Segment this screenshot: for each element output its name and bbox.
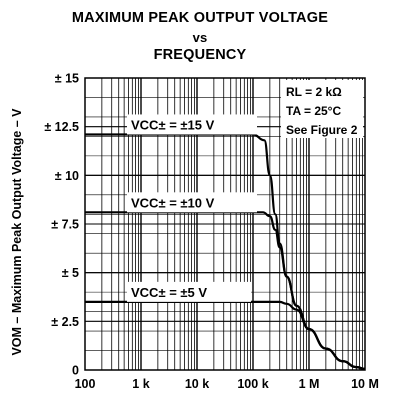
x-tick-label: 10 k: [185, 377, 209, 391]
y-tick-label: ± 12.5: [44, 120, 79, 134]
chart-title-line-1: MAXIMUM PEAK OUTPUT VOLTAGE: [71, 10, 329, 26]
x-tick-label: 100 k: [237, 377, 268, 391]
x-tick-label: 10 M: [351, 377, 379, 391]
series-curves: [84, 133, 366, 371]
x-tick-label: 1 k: [132, 377, 149, 391]
plot-frame: [84, 77, 366, 371]
y-tick-label: ± 2.5: [51, 315, 79, 329]
series-line-3: [84, 300, 366, 371]
chart-title-line-3: FREQUENCY: [153, 47, 247, 63]
condition-text: TA = 25°C: [286, 104, 341, 118]
y-tick-label: ± 7.5: [51, 218, 79, 232]
tick-labels: 100 1 k 10 k 100 k 1 M 10 M 0 ± 2.5 ± 5 ± 7.5 ± 10…: [44, 72, 379, 392]
y-tick-label: ± 10: [55, 169, 79, 183]
conditions-box: RL = 2 kΩ TA = 25°C See Figure 2: [281, 80, 363, 138]
series-label-3: VCC± = ±5 V: [131, 285, 207, 300]
series-label-background: [127, 114, 257, 135]
x-tick-label: 1 M: [299, 377, 320, 391]
x-tick-label: 100: [75, 377, 96, 391]
series-labels: VCC± = ±15 V VCC± = ±10 V VCC± = ±5 V: [127, 114, 257, 302]
chart-title-line-2: vs: [192, 30, 208, 45]
conditions-background: [281, 80, 363, 138]
series-label-1: VCC± = ±15 V: [131, 117, 215, 132]
y-tick-label: ± 5: [62, 266, 79, 280]
y-tick-label: 0: [72, 364, 79, 378]
series-label-2: VCC± = ±10 V: [131, 195, 215, 210]
condition-text: See Figure 2: [286, 123, 358, 137]
series-label-background: [127, 192, 257, 213]
y-tick-label: ± 15: [55, 72, 79, 86]
condition-text: RL = 2 kΩ: [286, 85, 342, 99]
series-label-background: [127, 281, 251, 302]
series-line-1: [85, 133, 366, 371]
